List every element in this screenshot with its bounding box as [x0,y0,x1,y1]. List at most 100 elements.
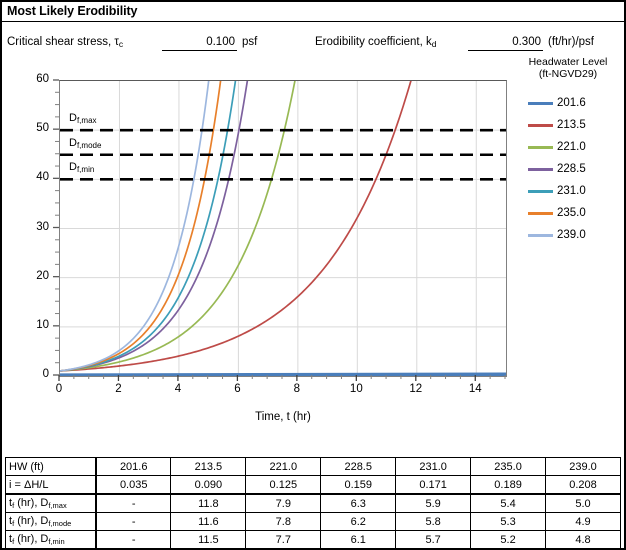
legend-color-swatch [528,211,553,215]
y-tick-label: 20 [36,269,49,282]
table-cell: 231.0 [395,457,472,476]
table-cell: 7.8 [245,512,322,531]
series-line [60,81,210,372]
legend-color-swatch [528,123,553,127]
table-cell: 5.7 [395,530,472,549]
table-cell: 11.6 [170,512,247,531]
legend-item-label: 228.5 [557,163,586,175]
x-axis-title: Time, t (hr) [255,411,311,423]
table-row-header: tf (hr), Df,max [5,493,97,513]
threshold-label-subscript: f,mode [76,140,102,150]
threshold-label: Df,min [69,161,94,174]
table-cell: 5.0 [545,493,621,513]
legend-color-swatch [528,233,553,237]
legend-item-label: 213.5 [557,119,586,131]
legend-item-label: 239.0 [557,229,586,241]
critical-shear-stress-unit: psf [242,36,258,48]
legend-title: Headwater Level (ft-NGVD29) [514,56,622,80]
legend-title-line1: Headwater Level [528,56,608,68]
table-cell: 0.189 [470,475,547,495]
x-tick-label: 6 [234,383,241,395]
x-tick-label: 10 [349,383,363,395]
critical-shear-stress-subscript: c [118,39,124,49]
threshold-label: Df,max [69,112,97,125]
erodibility-coefficient-unit: (ft/hr)/psf [548,36,595,48]
y-tick-label: 10 [36,318,49,331]
legend-item[interactable]: 213.5 [514,114,622,136]
legend-item-label: 235.0 [557,207,586,219]
table-cell: 221.0 [245,457,322,476]
table-cell: 228.5 [320,457,397,476]
table-cell: 0.159 [320,475,397,495]
table-row: tf (hr), Df,max -11.8 7.9 6.3 5.9 5.4 5.0 [5,493,621,513]
erodibility-coefficient-input[interactable]: 0.300 [468,36,543,51]
page-title: Most Likely Erodibility [7,4,138,18]
table-cell: - [95,493,172,513]
legend-item[interactable]: 221.0 [514,136,622,158]
table-row: tf (hr), Df,min -11.5 7.7 6.1 5.7 5.2 4.8 [5,530,621,549]
table-cell: 201.6 [95,457,172,476]
results-table: HW (ft) 201.6 213.5 221.0 228.5 231.0 235.0 239… [5,457,621,549]
legend-item[interactable]: 231.0 [514,180,622,202]
table-cell: 5.4 [470,493,547,513]
x-tick-label: 2 [115,383,122,395]
table-row-header: tf (hr), Df,mode [5,512,97,531]
table-cell: 11.8 [170,493,247,513]
series-line [60,81,296,372]
threshold-label-subscript: f,max [76,116,97,126]
legend-color-swatch [528,145,553,149]
table-cell: 5.8 [395,512,472,531]
table-cell: 0.208 [545,475,621,495]
table-cell: - [95,530,172,549]
table-cell: 5.2 [470,530,547,549]
legend-item[interactable]: 228.5 [514,158,622,180]
y-tick-label: 50 [36,122,49,135]
table-row: i = ΔH/L 0.035 0.090 0.125 0.159 0.171 0.189 0.… [5,475,621,495]
table-row: HW (ft) 201.6 213.5 221.0 228.5 231.0 235.0 239… [5,457,621,476]
legend-item[interactable]: 239.0 [514,224,622,246]
threshold-label-base: D [69,136,77,149]
legend-item-label: 201.6 [557,97,586,109]
threshold-label-base: D [69,161,77,174]
table-cell: 4.9 [545,512,621,531]
erodibility-coefficient-label: Erodibility coefficient, kd [315,36,437,49]
critical-shear-stress-label-text: Critical shear stress, τ [7,36,119,48]
table-cell: 11.5 [170,530,247,549]
panel-title-bar: Most Likely Erodibility [2,2,624,22]
table-cell: 6.2 [320,512,397,531]
table-cell: 6.1 [320,530,397,549]
legend-item-label: 231.0 [557,185,586,197]
table-cell: 7.9 [245,493,322,513]
table-cell: 0.035 [95,475,172,495]
threshold-label: Df,mode [69,137,101,150]
series-line [60,81,412,372]
table-cell: 4.8 [545,530,621,549]
threshold-label-base: D [69,112,77,125]
table-cell: 0.090 [170,475,247,495]
x-tick-label: 8 [293,383,301,395]
parameter-row: Critical shear stress, τc 0.100 psf Erod… [2,22,624,54]
table-cell: - [95,512,172,531]
table-cell: 235.0 [470,457,547,476]
legend-color-swatch [528,167,553,171]
table-cell: 0.171 [395,475,472,495]
x-tick-label: 12 [409,383,423,395]
plot-svg [60,81,506,376]
critical-shear-stress-label: Critical shear stress, τc [7,36,123,49]
table-cell: 213.5 [170,457,247,476]
plot-area [59,80,507,377]
table-cell: 5.3 [470,512,547,531]
table-cell: 7.7 [245,530,322,549]
y-tick-label: 0 [42,368,49,380]
table-row: tf (hr), Df,mode -11.6 7.8 6.2 5.8 5.3 4.9 [5,512,621,531]
table-cell: 0.125 [245,475,322,495]
table-cell: 5.9 [395,493,472,513]
table-row-header: HW (ft) [5,457,97,476]
critical-shear-stress-input[interactable]: 0.100 [162,36,237,51]
legend-item-label: 221.0 [557,141,586,153]
legend-item[interactable]: 201.6 [514,92,622,114]
erodibility-coefficient-label-text: Erodibility coefficient, k [315,36,432,48]
legend-item[interactable]: 235.0 [514,202,622,224]
x-tick-label: 4 [174,383,182,395]
erosion-chart: Pipe Diameter, D (feet) Time, t (hr) 010… [2,54,624,446]
